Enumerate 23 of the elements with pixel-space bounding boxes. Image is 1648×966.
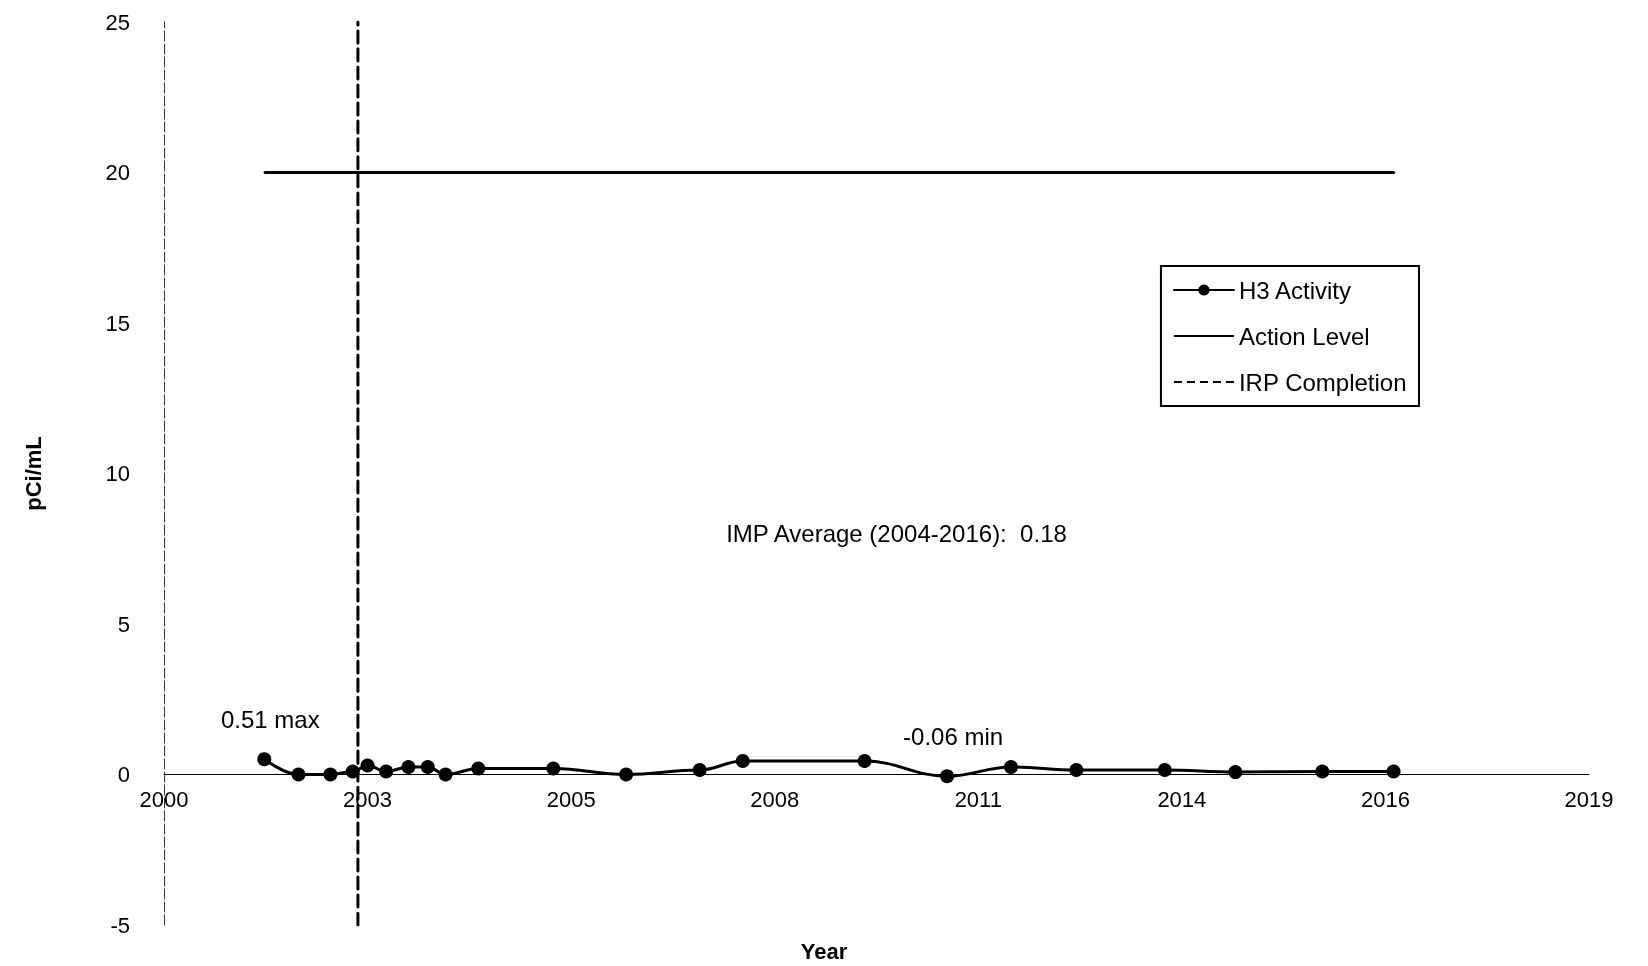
- x-tick-label: 2014: [1157, 787, 1207, 812]
- x-tick-label: 2019: [1564, 787, 1614, 812]
- x-tick-label: 2003: [343, 787, 393, 812]
- x-axis-title: Year: [800, 938, 848, 964]
- legend-label: H3 Activity: [1238, 276, 1351, 304]
- y-tick-label: 15: [105, 310, 130, 336]
- y-tick-label: 20: [105, 160, 130, 185]
- annotation: IMP Average (2004-2016): 0.18: [726, 520, 1067, 547]
- annotation: -0.06 min: [903, 722, 1004, 750]
- y-axis-title: pCi/mL: [20, 436, 46, 511]
- y-tick-label: 10: [105, 461, 130, 486]
- x-tick-label: 2000: [139, 787, 189, 812]
- y-tick-label: 0: [117, 762, 130, 787]
- x-tick-label: 2011: [954, 787, 1002, 812]
- y-tick-label: 5: [117, 611, 130, 637]
- legend-label: IRP Completion: [1238, 368, 1407, 396]
- annotation: 0.51 max: [220, 705, 320, 733]
- x-tick-label: 2005: [546, 787, 596, 812]
- y-tick-label: 25: [105, 9, 130, 35]
- y-tick-label: -5: [110, 912, 130, 938]
- x-tick-label: 2016: [1360, 787, 1410, 812]
- legend-label: Action Level: [1238, 322, 1370, 350]
- x-tick-label: 2008: [750, 787, 800, 812]
